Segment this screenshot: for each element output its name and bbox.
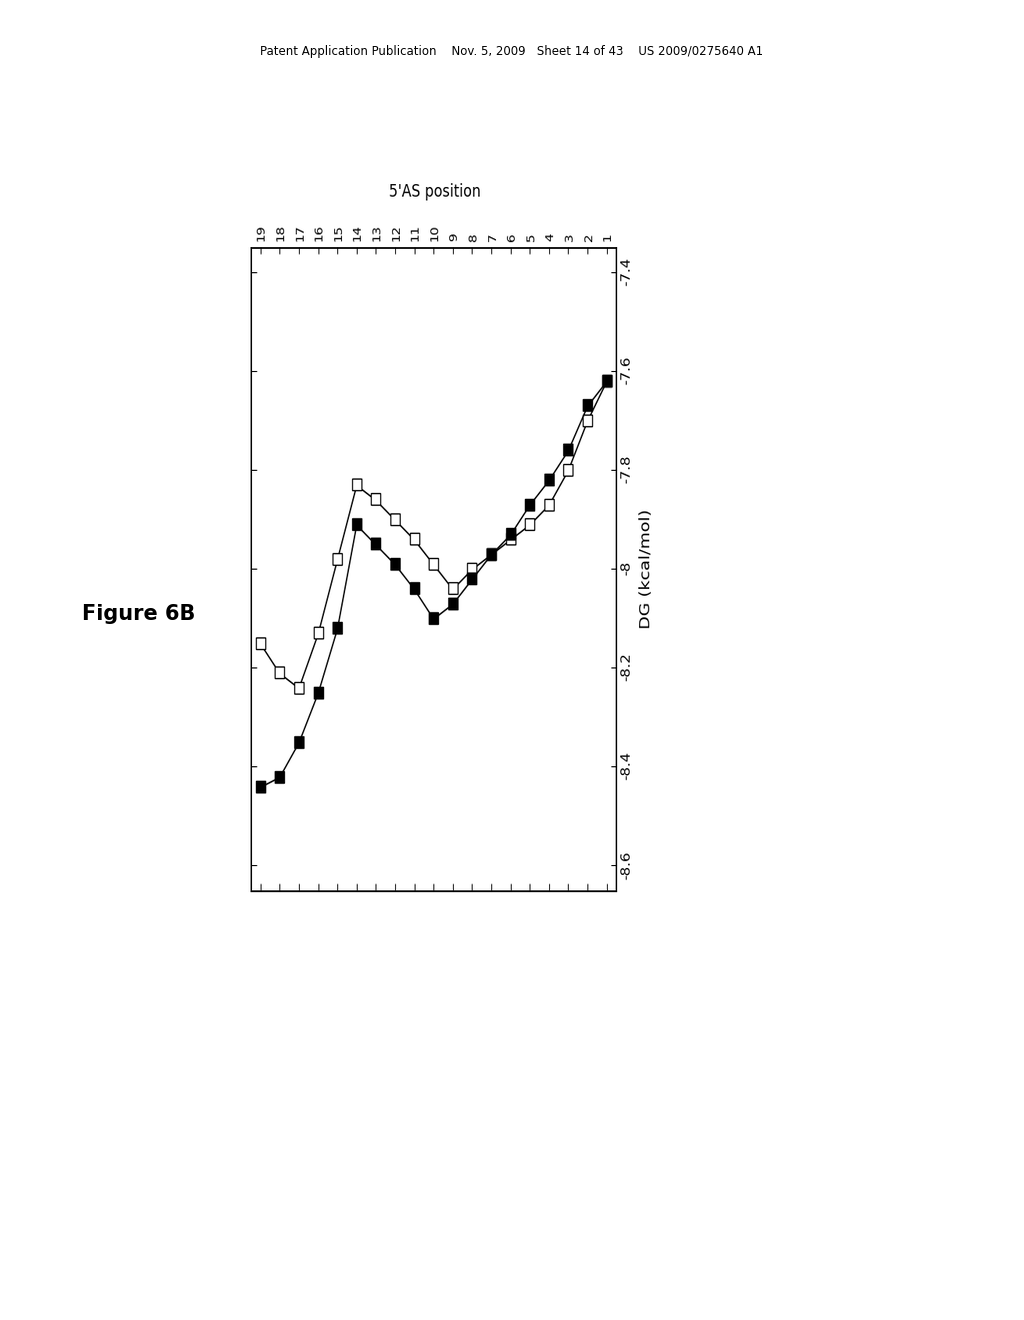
Text: Patent Application Publication    Nov. 5, 2009   Sheet 14 of 43    US 2009/02756: Patent Application Publication Nov. 5, 2… <box>260 45 764 58</box>
Text: Figure 6B: Figure 6B <box>82 603 195 624</box>
